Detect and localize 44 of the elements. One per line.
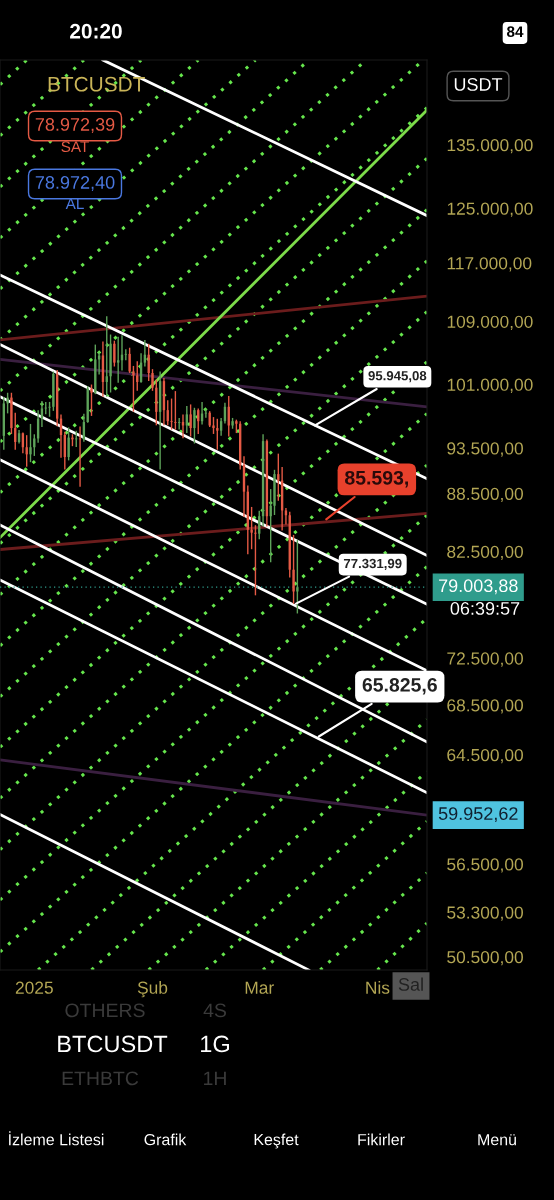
y-tick-label: 109.000,00 xyxy=(447,315,533,330)
x-tick-label: Nis xyxy=(366,981,390,994)
annotation: 65.825,6 xyxy=(362,678,437,695)
x-tick-label: Mar xyxy=(245,981,274,994)
text: OTHERS xyxy=(65,1003,145,1018)
annotation: SAT xyxy=(61,141,89,153)
x-tick-label: 2025 xyxy=(15,981,53,994)
y-tick-label: 117.000,00 xyxy=(447,257,532,272)
y-tick-label: 125.000,00 xyxy=(447,202,533,217)
text: 06:39:57 xyxy=(450,602,520,615)
x-tick-label: Şub xyxy=(137,981,168,998)
text: Fikirler xyxy=(358,1133,405,1146)
text: USDT xyxy=(454,78,503,91)
text: 84 xyxy=(506,26,524,38)
annotation: 59.952,62 xyxy=(438,807,518,823)
text: 20:20 xyxy=(70,23,122,39)
text: BTCUSDT xyxy=(48,76,145,92)
annotation: 78.972,39 xyxy=(35,118,115,133)
y-tick-label: 93.500,00 xyxy=(447,442,523,457)
annotation: 95.945,08 xyxy=(368,371,427,383)
ref-line-label: 79.003,88 xyxy=(439,579,518,595)
y-tick-label: 56.500,00 xyxy=(447,858,523,873)
annotation: 77.331,99 xyxy=(343,558,402,571)
text: 4S xyxy=(203,1003,226,1018)
text: Keşfet xyxy=(254,1133,299,1149)
annotation: 85.593, xyxy=(345,470,408,488)
y-tick-label: 101.000,00 xyxy=(447,378,533,393)
text: Menü xyxy=(478,1134,516,1146)
y-tick-label: 88.500,00 xyxy=(447,487,523,503)
text: İzleme Listesi xyxy=(9,1131,104,1146)
y-tick-label: 53.300,00 xyxy=(447,906,523,921)
text: BTCUSDT xyxy=(58,1035,168,1053)
y-tick-label: 135.000,00 xyxy=(447,138,533,154)
text: ETHBTC xyxy=(62,1071,139,1086)
annotation: 78.972,40 xyxy=(35,176,115,191)
y-tick-label: 50.500,00 xyxy=(447,950,523,966)
annotation: AL xyxy=(65,198,84,209)
text: Grafik xyxy=(144,1133,187,1146)
y-tick-label: 68.500,00 xyxy=(447,699,523,714)
text: 1H xyxy=(204,1071,226,1086)
y-tick-label: 82.500,00 xyxy=(447,545,523,560)
y-tick-label: 72.500,00 xyxy=(447,652,523,667)
text: 1G xyxy=(201,1035,229,1053)
y-tick-label: 64.500,00 xyxy=(447,748,523,764)
